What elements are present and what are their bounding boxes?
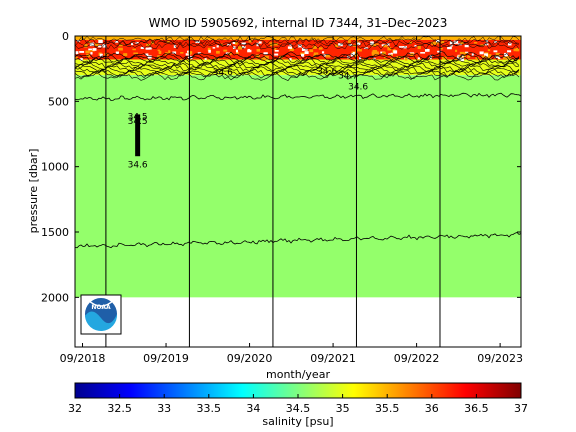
x-tick-label: 09/2021: [310, 352, 356, 365]
contour-label: 34.5: [128, 113, 148, 123]
colorbar-ticks: 32 32.5 33 33.5 34 34.5 35 35.5 36 36.5 37: [68, 394, 528, 415]
y-tick-label: 1000: [41, 161, 69, 174]
colorbar-tick-label: 35.5: [375, 402, 400, 415]
colorbar-tick-label: 36.5: [464, 402, 489, 415]
contour-label: 34.7: [338, 71, 358, 81]
x-tick-label: 09/2020: [227, 352, 273, 365]
contour-label: 34.6: [213, 68, 233, 78]
colorbar-tick-label: 33: [157, 402, 171, 415]
colorbar-tick-label: 32.5: [107, 402, 132, 415]
x-tick-label: 09/2023: [477, 352, 523, 365]
x-axis: 09/2018 09/2019 09/2020 09/2021 09/2022 09/20…: [60, 36, 523, 365]
x-axis-label: month/year: [266, 368, 330, 381]
colorbar-tick-label: 36: [425, 402, 439, 415]
plot-frame: [74, 35, 522, 348]
colorbar-tick-label: 37: [514, 402, 528, 415]
contour-label: 34.6: [348, 83, 368, 93]
chart-title: WMO ID 5905692, internal ID 7344, 31–Dec…: [149, 16, 448, 30]
contour-line-1: [75, 232, 521, 249]
x-tick-label: 09/2019: [143, 352, 189, 365]
y-tick-label: 0: [62, 30, 69, 43]
contour-line-0: [75, 92, 521, 102]
colorbar-tick-label: 33.5: [197, 402, 222, 415]
y-axis: 0 500 1000 1500 2000: [41, 30, 521, 304]
svg-text:NOAA: NOAA: [91, 304, 111, 311]
y-tick-label: 1500: [41, 226, 69, 239]
y-tick-label: 2000: [41, 291, 69, 304]
colorbar-label: salinity [psu]: [262, 415, 333, 428]
y-axis-label: pressure [dbar]: [27, 149, 40, 234]
colorbar-tick-label: 34.5: [286, 402, 311, 415]
anomaly-blob: [135, 114, 141, 157]
colorbar-tick-label: 32: [68, 402, 82, 415]
contour-label: 34.5: [128, 117, 148, 127]
noaa-logo: NOAA: [80, 294, 122, 335]
plot-content: 34.6 34.6 34.734.634.634.534.5: [75, 36, 521, 347]
thermocline-contours: [75, 51, 520, 81]
salinity-layer-0: [75, 36, 521, 40]
x-tick-label: 09/2022: [394, 352, 440, 365]
contour-label: 34.6: [317, 67, 337, 77]
contour-label: 34.6: [128, 160, 148, 170]
surface-contours: [75, 36, 520, 50]
colorbar-tick-label: 35: [336, 402, 350, 415]
x-tick-label: 09/2018: [60, 352, 106, 365]
y-tick-label: 500: [48, 95, 69, 108]
salinity-layer-3: [75, 75, 521, 298]
colorbar-tick-label: 34: [246, 402, 260, 415]
